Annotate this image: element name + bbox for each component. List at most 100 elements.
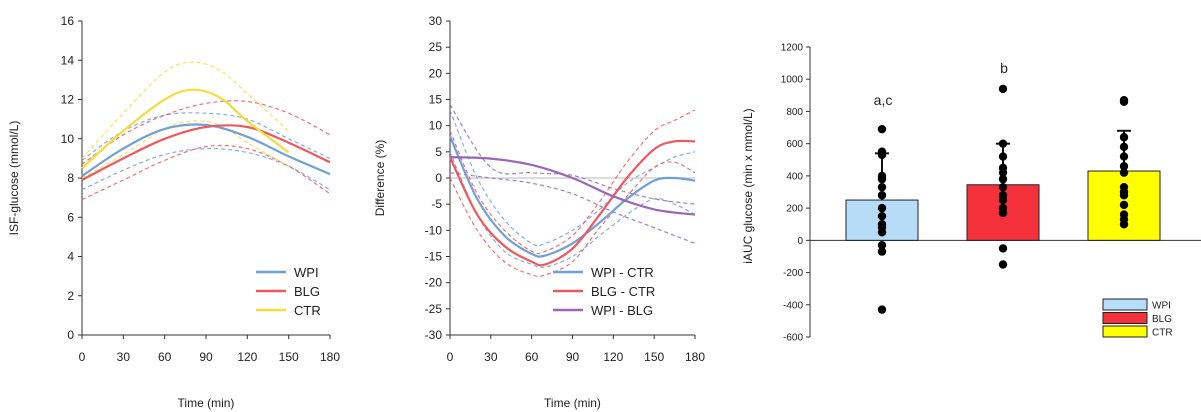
- legend-label-2: CTR: [294, 303, 321, 318]
- y-tick-label: 15: [429, 93, 443, 107]
- data-point-blg: [998, 195, 1008, 205]
- y-tick-label: -10: [425, 223, 443, 237]
- y-axis-label: ISF-glucose (mmol/L): [7, 121, 21, 236]
- data-point-blg: [998, 84, 1008, 94]
- series-2-upper-ci: [81, 61, 290, 159]
- isf-glucose-chart: 0 2 4 6 8 10 12 14 16 0 30 60 90 120 150 180 Time (min) I…: [7, 14, 340, 410]
- data-point-blg: [998, 152, 1008, 161]
- data-point-ctr: [1119, 191, 1129, 200]
- data-point-ctr: [1119, 142, 1129, 152]
- y-tick-label: -400: [783, 300, 803, 311]
- x-axis-label: Time (min): [178, 396, 235, 410]
- legend-label-1: BLG: [294, 284, 320, 299]
- difference-chart: -30 -25 -20 -15 -10 -5 0 5 10 15 20 25 30 0 30 60 90 120 1…: [373, 14, 705, 410]
- y-tick-label: 8: [67, 171, 74, 185]
- legend-swatch-blg: [1102, 312, 1148, 324]
- y-tick-label: 200: [786, 204, 803, 215]
- data-point-blg: [998, 182, 1008, 192]
- legend-swatch-ctr: [1102, 325, 1148, 338]
- y-tick-label: 1200: [781, 43, 804, 54]
- y-tick-label: 0: [797, 236, 803, 247]
- data-point-wpi: [877, 182, 887, 192]
- legend-label-2: WPI - BLG: [591, 303, 653, 318]
- y-axis-label: Difference (%): [373, 140, 387, 216]
- y-tick-label: -5: [431, 197, 442, 211]
- legend-swatch-wpi: [1102, 298, 1148, 311]
- y-tick-label: 12: [61, 93, 75, 107]
- x-tick-label: 60: [158, 350, 172, 364]
- data-point-blg: [998, 168, 1008, 177]
- data-point-wpi: [877, 150, 887, 160]
- series-0-upper-ci: [449, 109, 696, 247]
- y-tick-label: 30: [429, 14, 443, 28]
- series-0-lower-ci: [449, 151, 696, 269]
- y-axis-label: iAUC glucose (min x mmol/L): [741, 108, 755, 263]
- series-1-line: [81, 124, 331, 181]
- y-tick-label: 5: [435, 145, 442, 159]
- y-tick-label: 14: [61, 53, 75, 67]
- y-tick-label: 800: [786, 107, 803, 118]
- y-tick-label: 2: [67, 289, 74, 303]
- y-tick-label: 25: [429, 40, 443, 54]
- x-tick-label: 150: [644, 350, 664, 364]
- series-2-lower-ci: [449, 172, 696, 244]
- x-tick-label: 150: [279, 350, 299, 364]
- data-point-ctr: [1119, 133, 1129, 142]
- data-point-ctr: [1119, 162, 1129, 171]
- y-tick-label: 6: [67, 210, 74, 224]
- data-point-wpi: [877, 211, 887, 221]
- data-point-wpi: [877, 240, 887, 250]
- series-0-line: [81, 123, 331, 177]
- data-point-blg: [998, 244, 1008, 253]
- y-tick-label: -30: [425, 328, 443, 342]
- series-0-line: [448, 135, 696, 258]
- legend-label-0: WPI - CTR: [591, 265, 654, 280]
- series-2-lower-ci: [81, 120, 289, 179]
- y-tick-label: -20: [425, 276, 443, 290]
- x-tick-label: 30: [484, 350, 498, 364]
- legend-label-wpi: WPI: [1152, 301, 1171, 312]
- series-1-lower-ci: [449, 161, 696, 278]
- data-point-wpi: [877, 124, 887, 134]
- data-point-ctr: [1119, 97, 1129, 106]
- x-tick-label: 60: [525, 350, 539, 364]
- y-tick-label: 10: [429, 119, 443, 133]
- y-tick-label: 20: [429, 66, 443, 80]
- legend-label-ctr: CTR: [1152, 328, 1173, 339]
- data-point-wpi: [877, 191, 887, 200]
- data-point-blg: [998, 174, 1008, 184]
- data-point-wpi: [877, 247, 887, 256]
- significance-label-wpi: a,c: [874, 92, 893, 108]
- series-2-line: [449, 156, 696, 216]
- series-1-line: [449, 139, 696, 267]
- y-tick-label: 0: [435, 171, 442, 185]
- x-tick-label: 180: [320, 350, 340, 364]
- series-2-upper-ci: [449, 104, 696, 205]
- x-tick-label: 180: [685, 350, 705, 364]
- series-2-line: [81, 88, 290, 170]
- x-tick-label: 90: [566, 350, 580, 364]
- x-tick-label: 90: [199, 350, 213, 364]
- data-point-blg: [998, 208, 1008, 218]
- data-point-wpi: [877, 203, 887, 213]
- series-0-upper-ci: [81, 112, 331, 161]
- x-tick-label: 0: [447, 350, 454, 364]
- y-tick-label: 400: [786, 171, 803, 182]
- x-axis-label: Time (min): [544, 396, 601, 410]
- y-tick-label: -200: [783, 268, 803, 279]
- data-point-wpi: [877, 228, 887, 237]
- y-tick-label: 16: [61, 14, 75, 28]
- data-point-blg: [998, 260, 1008, 269]
- y-tick-label: 10: [61, 132, 75, 146]
- legend-label-blg: BLG: [1152, 314, 1172, 325]
- significance-label-blg: b: [1000, 60, 1008, 76]
- y-tick-label: -25: [425, 302, 443, 316]
- y-tick-label: 1000: [781, 75, 804, 86]
- y-tick-label: 0: [67, 328, 74, 342]
- series-1-upper-ci: [81, 100, 331, 165]
- legend-label-1: BLG - CTR: [591, 284, 655, 299]
- data-point-blg: [998, 139, 1008, 148]
- data-point-wpi: [877, 174, 887, 184]
- x-tick-label: 120: [603, 350, 623, 364]
